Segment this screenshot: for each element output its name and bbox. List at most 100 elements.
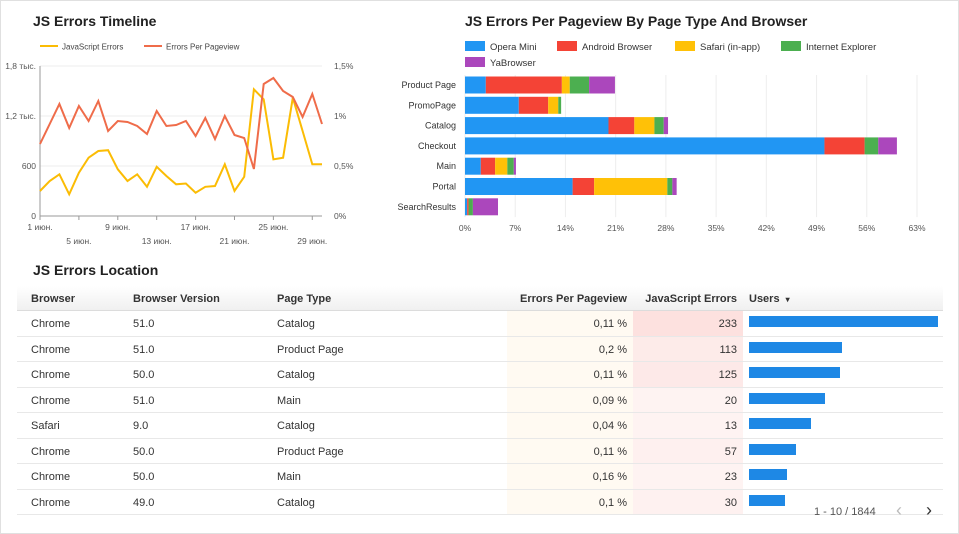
legend-swatch (557, 41, 577, 51)
legend-label: YaBrowser (490, 58, 536, 69)
bar-segment[interactable] (472, 198, 499, 216)
jse-cell-bg (633, 489, 743, 514)
col-javascript-errors[interactable]: JavaScript Errors (645, 293, 737, 305)
bar-segment[interactable] (480, 157, 496, 175)
bar-segment[interactable] (495, 157, 508, 175)
table-row[interactable]: Chrome 50.0 Product Page 0,11 % 57 (17, 438, 943, 464)
category-label: SearchResults (397, 202, 456, 212)
bar-segment[interactable] (465, 198, 468, 216)
pagination-label: 1 - 10 / 1844 (814, 506, 876, 518)
bar-segment[interactable] (667, 178, 673, 195)
table-row[interactable]: Chrome 49.0 Catalog 0,1 % 30 (17, 489, 943, 515)
location-table: Browser Browser Version Page Type Errors… (17, 286, 943, 515)
jse-cell-bg (633, 311, 743, 336)
epp-cell: 0,04 % (592, 420, 627, 432)
page-type-cell: Product Page (277, 343, 344, 356)
bar-segment[interactable] (465, 96, 519, 114)
bar-segment[interactable] (548, 96, 559, 114)
prev-page-icon[interactable]: ‹ (896, 500, 902, 520)
bar-segment[interactable] (634, 117, 655, 135)
page-type-cell: Product Page (277, 445, 344, 458)
legend-label: Safari (in-app) (700, 42, 760, 53)
bar-segment[interactable] (467, 198, 469, 216)
category-label: Checkout (418, 141, 457, 151)
next-page-icon[interactable]: › (926, 500, 932, 520)
jse-cell: 13 (724, 420, 737, 432)
bar-segment[interactable] (878, 137, 897, 155)
col-users[interactable]: Users ▾ (749, 293, 790, 305)
bar-segment[interactable] (465, 157, 481, 175)
col-browser-version[interactable]: Browser Version (133, 293, 220, 305)
version-cell: 51.0 (133, 394, 155, 407)
epp-cell: 0,09 % (592, 394, 627, 407)
jse-cell: 23 (724, 471, 737, 483)
bar-segment[interactable] (594, 178, 668, 195)
bar-segment[interactable] (507, 157, 514, 175)
bar-segment[interactable] (864, 137, 879, 155)
col-browser[interactable]: Browser (31, 293, 76, 305)
epp-cell: 0,11 % (593, 318, 627, 330)
epp-cell: 0,11 % (593, 369, 627, 381)
bar-segment[interactable] (518, 96, 549, 114)
x-tick-label: 42% (758, 223, 775, 233)
legend-swatch (781, 41, 801, 51)
legend-label: Internet Explorer (806, 42, 876, 53)
sort-desc-icon: ▾ (785, 295, 790, 304)
series-line-1 (39, 76, 323, 170)
table-row[interactable]: Chrome 51.0 Product Page 0,2 % 113 (17, 336, 943, 362)
bar-segment[interactable] (608, 117, 635, 135)
bar-segment[interactable] (561, 76, 570, 94)
bar-segment[interactable] (465, 137, 825, 155)
users-bar (749, 443, 797, 455)
x-tick-label: 1 июн. (27, 222, 52, 232)
table-row[interactable]: Chrome 50.0 Main 0,16 % 23 (17, 464, 943, 490)
bar-segment[interactable] (663, 117, 669, 135)
epp-cell-bg (507, 336, 633, 361)
bar-segment[interactable] (569, 76, 590, 94)
table-row[interactable]: Chrome 51.0 Catalog 0,11 % 233 (17, 311, 943, 337)
browser-cell: Safari (31, 420, 60, 432)
users-bar (749, 418, 812, 429)
y-left-tick: 1,8 тыс. (5, 61, 36, 71)
bar-segment[interactable] (465, 117, 609, 135)
bar-segment[interactable] (572, 178, 595, 195)
x-tick-label: 28% (657, 223, 674, 233)
epp-cell: 0,16 % (592, 471, 627, 483)
x-tick-label: 56% (858, 223, 875, 233)
y-left-tick: 600 (22, 161, 36, 171)
category-label: PromoPage (408, 100, 456, 110)
epp-cell-bg (507, 489, 633, 514)
epp-cell-bg (507, 362, 633, 387)
bar-segment[interactable] (589, 76, 615, 94)
x-tick-label: 49% (808, 223, 825, 233)
table-row[interactable]: Chrome 50.0 Catalog 0,11 % 125 (17, 362, 943, 388)
bar-segment[interactable] (654, 117, 664, 135)
epp-cell-bg (507, 413, 633, 438)
bar-segment[interactable] (672, 178, 677, 195)
x-tick-label: 29 июн. (297, 236, 327, 246)
bar-segment[interactable] (468, 198, 473, 216)
version-cell: 50.0 (133, 471, 155, 483)
x-tick-label: 7% (509, 223, 522, 233)
jse-cell: 30 (724, 496, 737, 509)
category-label: Product Page (401, 80, 456, 90)
bar-segment[interactable] (465, 76, 486, 94)
table-row[interactable]: Chrome 51.0 Main 0,09 % 20 (17, 387, 943, 413)
bar-segment[interactable] (824, 137, 865, 155)
x-tick-label: 63% (908, 223, 925, 233)
bar-segment[interactable] (558, 96, 562, 114)
col-page-type[interactable]: Page Type (277, 293, 332, 305)
users-bar (749, 469, 787, 480)
col-errors-per-pageview[interactable]: Errors Per Pageview (519, 293, 627, 305)
version-cell: 49.0 (133, 496, 155, 509)
bar-segment[interactable] (513, 157, 516, 175)
bar-segment[interactable] (465, 178, 573, 195)
legend-label: Android Browser (582, 42, 652, 53)
bar-chart-title: JS Errors Per Pageview By Page Type And … (465, 13, 808, 29)
browser-cell: Chrome (31, 318, 71, 330)
table-row[interactable]: Safari 9.0 Catalog 0,04 % 13 (17, 413, 943, 439)
page-type-cell: Catalog (277, 420, 315, 432)
browser-cell: Chrome (31, 496, 71, 509)
bar-segment[interactable] (485, 76, 562, 94)
category-label: Main (436, 161, 456, 171)
